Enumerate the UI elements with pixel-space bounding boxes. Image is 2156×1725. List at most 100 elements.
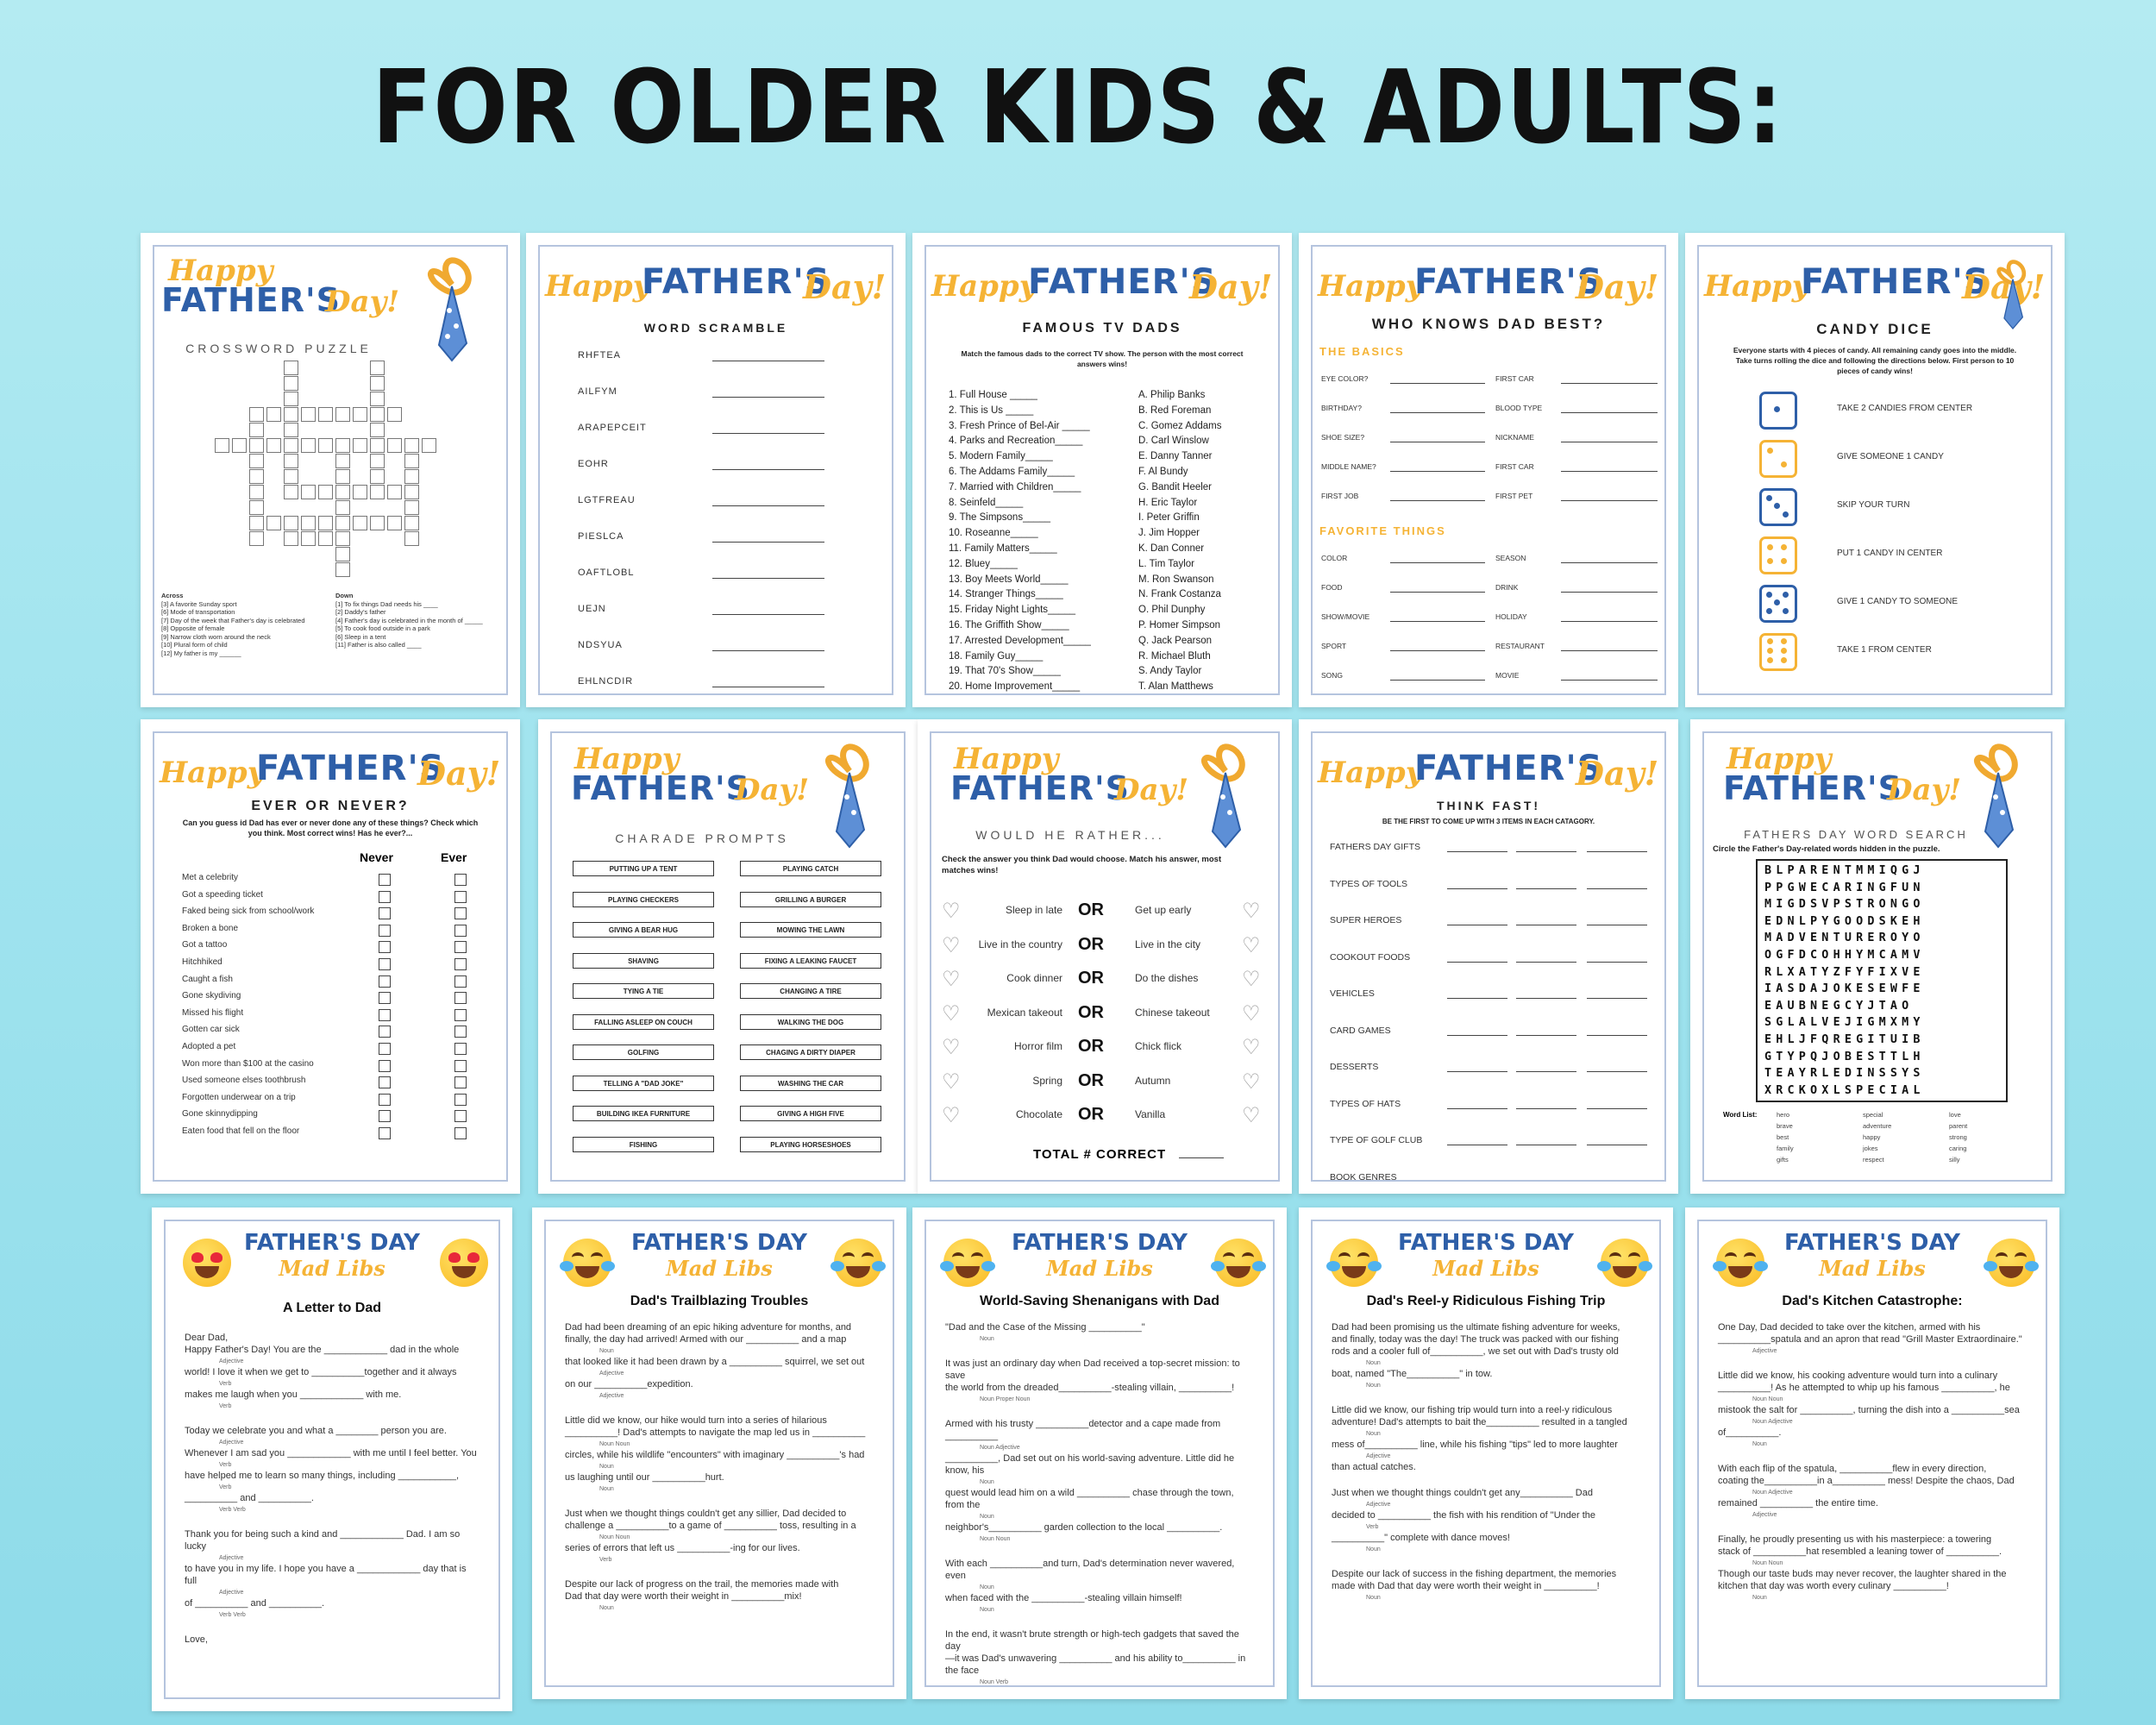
never-checkbox[interactable] (379, 1059, 391, 1072)
answer-blank[interactable] (1390, 592, 1485, 593)
charade-prompt[interactable]: GRILLING A BURGER (740, 891, 881, 907)
answer-blank[interactable] (1390, 621, 1485, 622)
ever-checkbox[interactable] (454, 1008, 467, 1021)
charade-prompt[interactable]: WASHING THE CAR (740, 1075, 881, 1091)
crossword-grid[interactable] (172, 361, 499, 585)
answer-blank[interactable] (1516, 1107, 1576, 1109)
answer-blank[interactable] (1390, 562, 1485, 563)
never-checkbox[interactable] (379, 1093, 391, 1106)
candy-card[interactable]: Happy FATHER'S Day! CANDY DICE Everyone … (1685, 233, 2065, 707)
crossword-cell[interactable] (370, 407, 385, 422)
charade-prompt[interactable]: PLAYING CATCH (740, 861, 881, 876)
never-checkbox[interactable] (379, 1076, 391, 1089)
charade-prompt[interactable]: PUTTING UP A TENT (573, 861, 714, 876)
crossword-cell[interactable] (335, 531, 350, 546)
crossword-cell[interactable] (318, 531, 333, 546)
ever-checkbox[interactable] (454, 992, 467, 1005)
answer-blank[interactable] (1561, 592, 1658, 593)
crossword-cell[interactable] (318, 407, 333, 422)
crossword-cell[interactable] (284, 376, 298, 391)
total-blank[interactable] (1179, 1157, 1225, 1158)
crossword-cell[interactable] (249, 516, 264, 530)
crossword-cell[interactable] (284, 531, 298, 546)
ever-checkbox[interactable] (454, 1076, 467, 1089)
ever-checkbox[interactable] (454, 1026, 467, 1038)
crossword-cell[interactable] (249, 485, 264, 499)
crossword-cell[interactable] (370, 438, 385, 453)
crossword-cell[interactable] (404, 469, 419, 484)
answer-blank[interactable] (1561, 562, 1658, 563)
charade-prompt[interactable]: SHAVING (573, 952, 714, 969)
charade-prompt[interactable]: GOLFING (573, 1044, 714, 1060)
never-checkbox[interactable] (379, 1026, 391, 1038)
crossword-cell[interactable] (353, 516, 367, 530)
never-checkbox[interactable] (379, 874, 391, 886)
answer-blank[interactable] (1561, 500, 1658, 501)
answer-blank[interactable] (1390, 412, 1485, 413)
charade-prompt[interactable]: PLAYING CHECKERS (573, 891, 714, 907)
charade-prompt[interactable]: TELLING A "DAD JOKE" (573, 1075, 714, 1091)
crossword-cell[interactable] (404, 454, 419, 468)
answer-blank[interactable] (1447, 998, 1507, 999)
crossword-cell[interactable] (284, 438, 298, 453)
answer-blank[interactable] (1447, 851, 1507, 852)
charade-prompt[interactable]: PLAYING HORSESHOES (740, 1136, 881, 1152)
crossword-cell[interactable] (335, 516, 350, 530)
crossword-cell[interactable] (404, 531, 419, 546)
answer-blank[interactable] (1587, 1034, 1647, 1036)
crossword-cell[interactable] (249, 454, 264, 468)
never-checkbox[interactable] (379, 1008, 391, 1021)
answer-blank[interactable] (1516, 998, 1576, 999)
madlib-card[interactable]: FATHER'S DAY Mad Libs World-Saving Shenani… (912, 1208, 1287, 1699)
answer-blank[interactable] (712, 397, 824, 398)
crossword-cell[interactable] (353, 407, 367, 422)
heart-checkbox-icon[interactable]: ♡ (1242, 1036, 1261, 1059)
never-checkbox[interactable] (379, 1110, 391, 1123)
tvdads-card[interactable]: Happy FATHER'S Day! FAMOUS TV DADS Match… (912, 233, 1292, 707)
heart-checkbox-icon[interactable]: ♡ (1242, 1070, 1261, 1094)
crossword-cell[interactable] (284, 407, 298, 422)
heart-checkbox-icon[interactable]: ♡ (942, 1104, 961, 1127)
crossword-cell[interactable] (370, 376, 385, 391)
thinkfast-card[interactable]: Happy FATHER'S Day! THINK FAST! BE THE F… (1299, 719, 1678, 1194)
crossword-cell[interactable] (370, 469, 385, 484)
never-checkbox[interactable] (379, 1127, 391, 1139)
crossword-cell[interactable] (387, 516, 402, 530)
crossword-cell[interactable] (301, 531, 316, 546)
answer-blank[interactable] (1516, 888, 1576, 889)
answer-blank[interactable] (1561, 650, 1658, 651)
ever-checkbox[interactable] (454, 958, 467, 970)
crossword-cell[interactable] (335, 485, 350, 499)
charade-prompt[interactable]: FALLING ASLEEP ON COUCH (573, 1013, 714, 1030)
crossword-cell[interactable] (370, 454, 385, 468)
answer-blank[interactable] (1587, 888, 1647, 889)
wordsearch-card[interactable]: Happy FATHER'S Day! FATHERS DAY WORD SEA… (1690, 719, 2065, 1194)
answer-blank[interactable] (712, 650, 824, 651)
never-checkbox[interactable] (379, 941, 391, 954)
crossword-cell[interactable] (335, 438, 350, 453)
crossword-cell[interactable] (266, 516, 281, 530)
crossword-cell[interactable] (284, 516, 298, 530)
answer-blank[interactable] (1587, 1071, 1647, 1072)
answer-blank[interactable] (1390, 680, 1485, 681)
ever-checkbox[interactable] (454, 1127, 467, 1139)
crossword-cell[interactable] (370, 361, 385, 375)
answer-blank[interactable] (1587, 961, 1647, 963)
heart-checkbox-icon[interactable]: ♡ (942, 968, 961, 991)
answer-blank[interactable] (712, 505, 824, 506)
ever-checkbox[interactable] (454, 975, 467, 988)
answer-blank[interactable] (1587, 851, 1647, 852)
charade-prompt[interactable]: BUILDING IKEA FURNITURE (573, 1106, 714, 1121)
charade-prompt[interactable]: FISHING (573, 1136, 714, 1152)
heart-checkbox-icon[interactable]: ♡ (942, 1070, 961, 1094)
crossword-cell[interactable] (284, 485, 298, 499)
never-checkbox[interactable] (379, 890, 391, 903)
answer-blank[interactable] (1447, 1034, 1507, 1036)
answer-blank[interactable] (1390, 500, 1485, 501)
heart-checkbox-icon[interactable]: ♡ (1242, 933, 1261, 957)
crossword-cell[interactable] (335, 500, 350, 515)
crossword-cell[interactable] (335, 469, 350, 484)
crossword-cell[interactable] (249, 531, 264, 546)
charade-prompt[interactable]: TYING A TIE (573, 983, 714, 999)
crossword-cell[interactable] (387, 485, 402, 499)
